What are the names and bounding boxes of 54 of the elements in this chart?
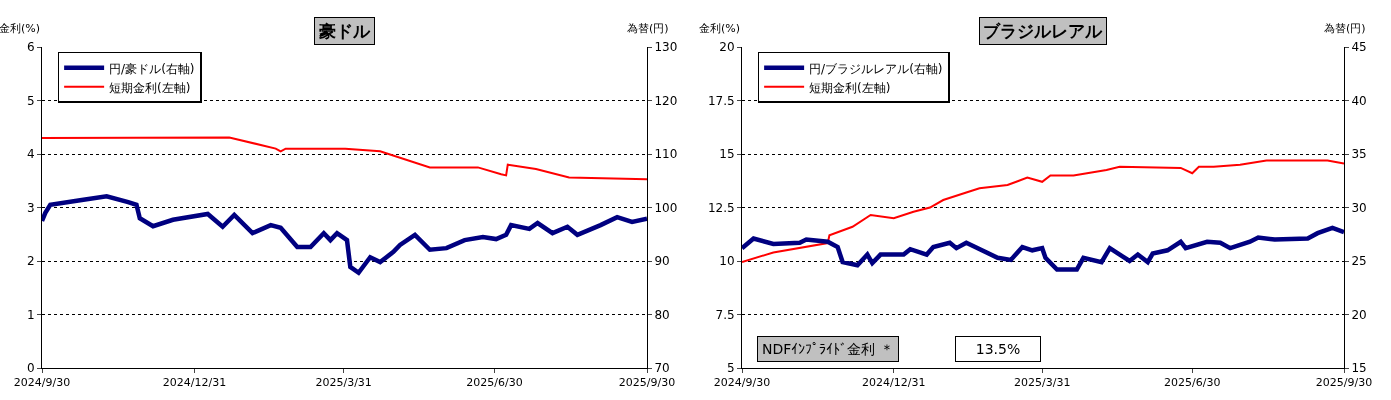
y2-tick-label: 110	[654, 147, 678, 162]
x-tick-label: 2024/9/30	[13, 376, 71, 390]
annotation: NDFｲﾝﾌﾟﾗｲﾄﾞ金利 ＊	[762, 341, 894, 357]
y2-tick-label: 45	[1351, 40, 1367, 55]
y2-tick-label: 25	[1351, 254, 1367, 269]
y-tick-label: 7.5	[715, 307, 735, 322]
y-axis-title: 金利(%)	[0, 22, 41, 35]
x-tick-label: 2024/9/30	[713, 376, 771, 390]
y-tick-label: 17.5	[707, 93, 735, 108]
y2-tick-label: 90	[654, 254, 670, 269]
y-tick-label: 10	[719, 254, 735, 269]
y2-tick-label: 40	[1351, 93, 1367, 108]
legend-label: 短期金利(左軸)	[109, 80, 191, 95]
y-tick-label: 5	[726, 361, 735, 376]
y-tick-label: 1	[26, 307, 35, 322]
y-tick-label: 0	[26, 361, 35, 376]
line-series	[742, 159, 1344, 264]
x-tick-label: 2025/3/31	[1013, 376, 1071, 390]
y-tick-label: 12.5	[707, 200, 735, 215]
y2-tick-label: 35	[1351, 147, 1367, 162]
y-axis-title: 金利(%)	[699, 22, 741, 35]
y2-tick-label: 100	[654, 200, 678, 215]
x-tick-label: 2025/3/31	[315, 376, 372, 390]
x-tick-label: 2025/6/30	[1164, 376, 1221, 390]
y-tick-label: 20	[719, 40, 735, 55]
x-tick-label: 2025/6/30	[466, 376, 523, 390]
y-tick-label: 15	[719, 147, 735, 162]
y2-tick-label: 20	[1351, 307, 1367, 322]
legend-label: 短期金利(左軸)	[809, 80, 891, 95]
legend-label: 円/ブラジルレアル(右軸)	[809, 61, 943, 76]
line-series	[42, 194, 647, 276]
x-tick-label: 2024/12/31	[162, 376, 227, 390]
chart-title: 豪ドル	[318, 21, 371, 41]
annotation: 13.5%	[975, 341, 1021, 357]
y-tick-label: 4	[26, 147, 35, 162]
y2-tick-label: 80	[654, 307, 670, 322]
legend-label: 円/豪ドル(右軸)	[109, 61, 195, 76]
y2-tick-label: 130	[654, 40, 678, 55]
y2-axis-title: 為替(円)	[1324, 22, 1366, 35]
y2-tick-label: 70	[654, 361, 670, 376]
y2-tick-label: 30	[1351, 200, 1367, 215]
line-series	[42, 136, 647, 181]
y-tick-label: 6	[26, 40, 35, 55]
x-tick-label: 2025/9/30	[1315, 376, 1373, 390]
y2-tick-label: 15	[1351, 361, 1367, 376]
y-tick-label: 5	[26, 93, 35, 108]
x-tick-label: 2024/12/31	[862, 376, 926, 390]
chart-title: ブラジルレアル	[983, 21, 1103, 41]
y2-axis-title: 為替(円)	[627, 22, 669, 35]
y-tick-label: 3	[26, 200, 35, 215]
x-tick-label: 2025/9/30	[618, 376, 676, 390]
y-tick-label: 2	[26, 254, 35, 269]
line-series	[742, 225, 1344, 272]
y2-tick-label: 120	[654, 93, 678, 108]
